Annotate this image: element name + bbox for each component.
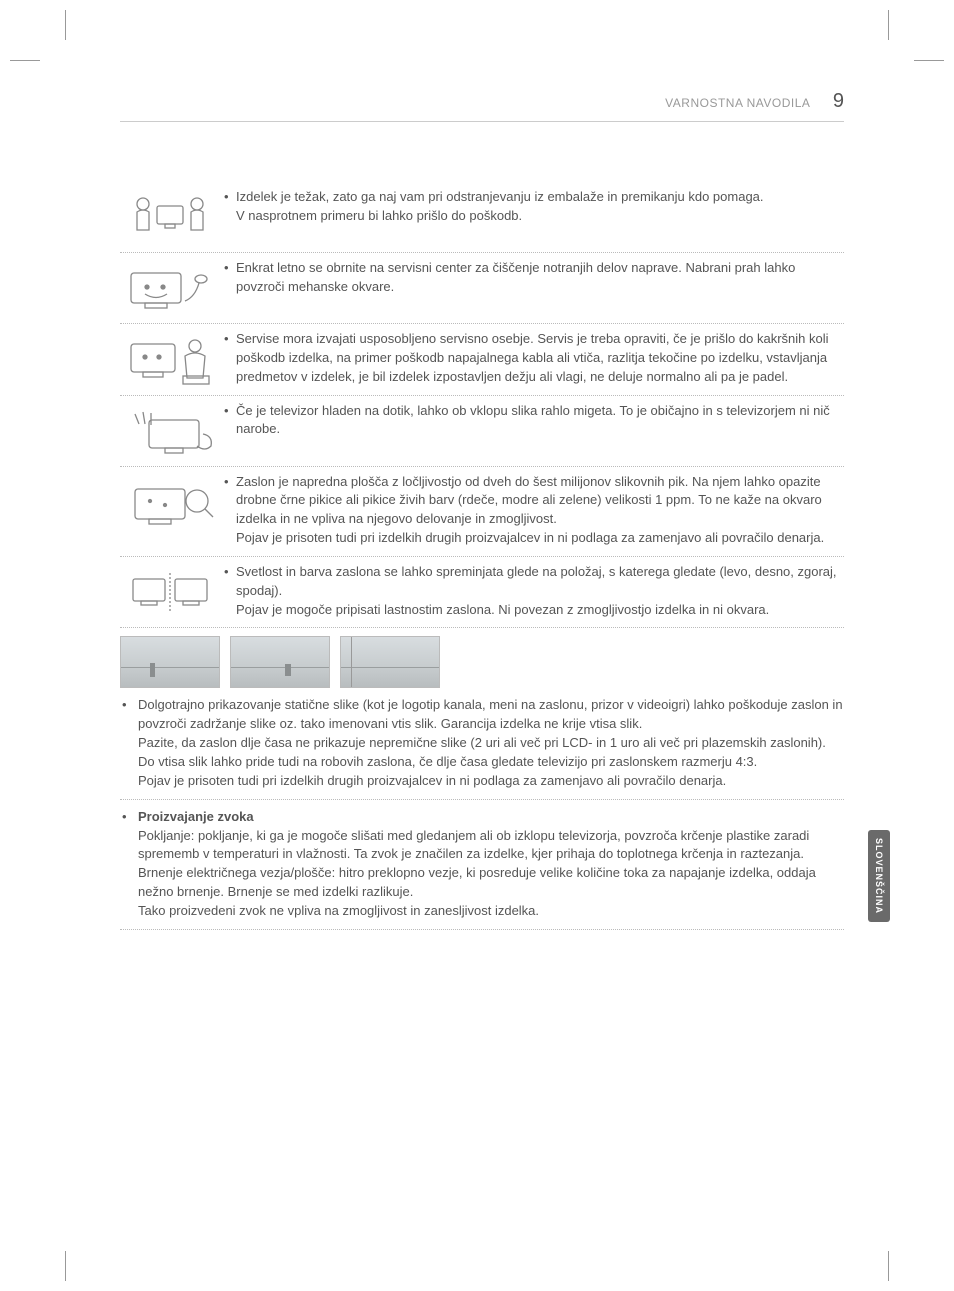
instruction-body: Izdelek je težak, zato ga naj vam pri od… [236,188,844,226]
tv-happy-vacuum-icon [120,259,220,317]
lower-item-label: Proizvajanje zvoka [138,809,254,824]
lower-item-text: Pokljanje: pokljanje, ki ga je mogoče sl… [138,828,816,918]
bullet-dot: • [120,808,138,921]
instruction-body: Zaslon je napredna plošča z ločljivostjo… [236,473,844,548]
instruction-text: •Zaslon je napredna plošča z ločljivostj… [220,473,844,550]
tv-cold-hand-icon [120,402,220,460]
lower-item: •Dolgotrajno prikazovanje statične slike… [120,696,844,790]
crop-mark [65,1251,66,1281]
instruction-text: •Izdelek je težak, zato ga naj vam pri o… [220,188,844,246]
instruction-row: •Servise mora izvajati usposobljeno serv… [120,324,844,396]
instruction-text: •Enkrat letno se obrnite na servisni cen… [220,259,844,317]
sample-photo [120,636,220,688]
instruction-row: •Če je televizor hladen na dotik, lahko … [120,396,844,467]
instruction-body: Če je televizor hladen na dotik, lahko o… [236,402,844,440]
two-tvs-angle-icon [120,563,220,622]
instruction-text: •Svetlost in barva zaslona se lahko spre… [220,563,844,622]
language-tab: SLOVENŠČINA [868,830,890,922]
page-number: 9 [833,90,844,112]
page-header: VARNOSTNA NAVODILA 9 [120,90,844,122]
separator [120,929,844,930]
crop-mark [888,1251,889,1281]
bullet-dot: • [224,473,236,548]
instruction-row: •Enkrat letno se obrnite na servisni cen… [120,253,844,324]
crop-mark [888,10,889,40]
tv-pixels-magnify-icon [120,473,220,550]
instruction-row: •Izdelek je težak, zato ga naj vam pri o… [120,182,844,253]
lower-item-text: Dolgotrajno prikazovanje statične slike … [138,696,844,790]
instruction-row: •Svetlost in barva zaslona se lahko spre… [120,557,844,629]
lower-item: •Proizvajanje zvoka Pokljanje: pokljanje,… [120,808,844,921]
instruction-body: Servise mora izvajati usposobljeno servi… [236,330,844,387]
bullet-dot: • [224,259,236,297]
bullet-dot: • [224,188,236,226]
section-title: VARNOSTNA NAVODILA [665,96,810,110]
sample-photo [230,636,330,688]
instruction-text: •Če je televizor hladen na dotik, lahko … [220,402,844,460]
bullet-dot: • [120,696,138,790]
instruction-body: Enkrat letno se obrnite na servisni cent… [236,259,844,297]
sample-photo [340,636,440,688]
crop-mark [10,60,40,61]
instruction-body: Svetlost in barva zaslona se lahko sprem… [236,563,844,620]
instruction-text: •Servise mora izvajati usposobljeno serv… [220,330,844,389]
separator [120,799,844,800]
burn-in-photos [120,628,844,694]
tv-technician-icon [120,330,220,389]
two-people-tv-icon [120,188,220,246]
crop-mark [65,10,66,40]
bullet-dot: • [224,330,236,387]
crop-mark [914,60,944,61]
instruction-row: •Zaslon je napredna plošča z ločljivostj… [120,467,844,557]
bullet-dot: • [224,563,236,620]
bullet-dot: • [224,402,236,440]
